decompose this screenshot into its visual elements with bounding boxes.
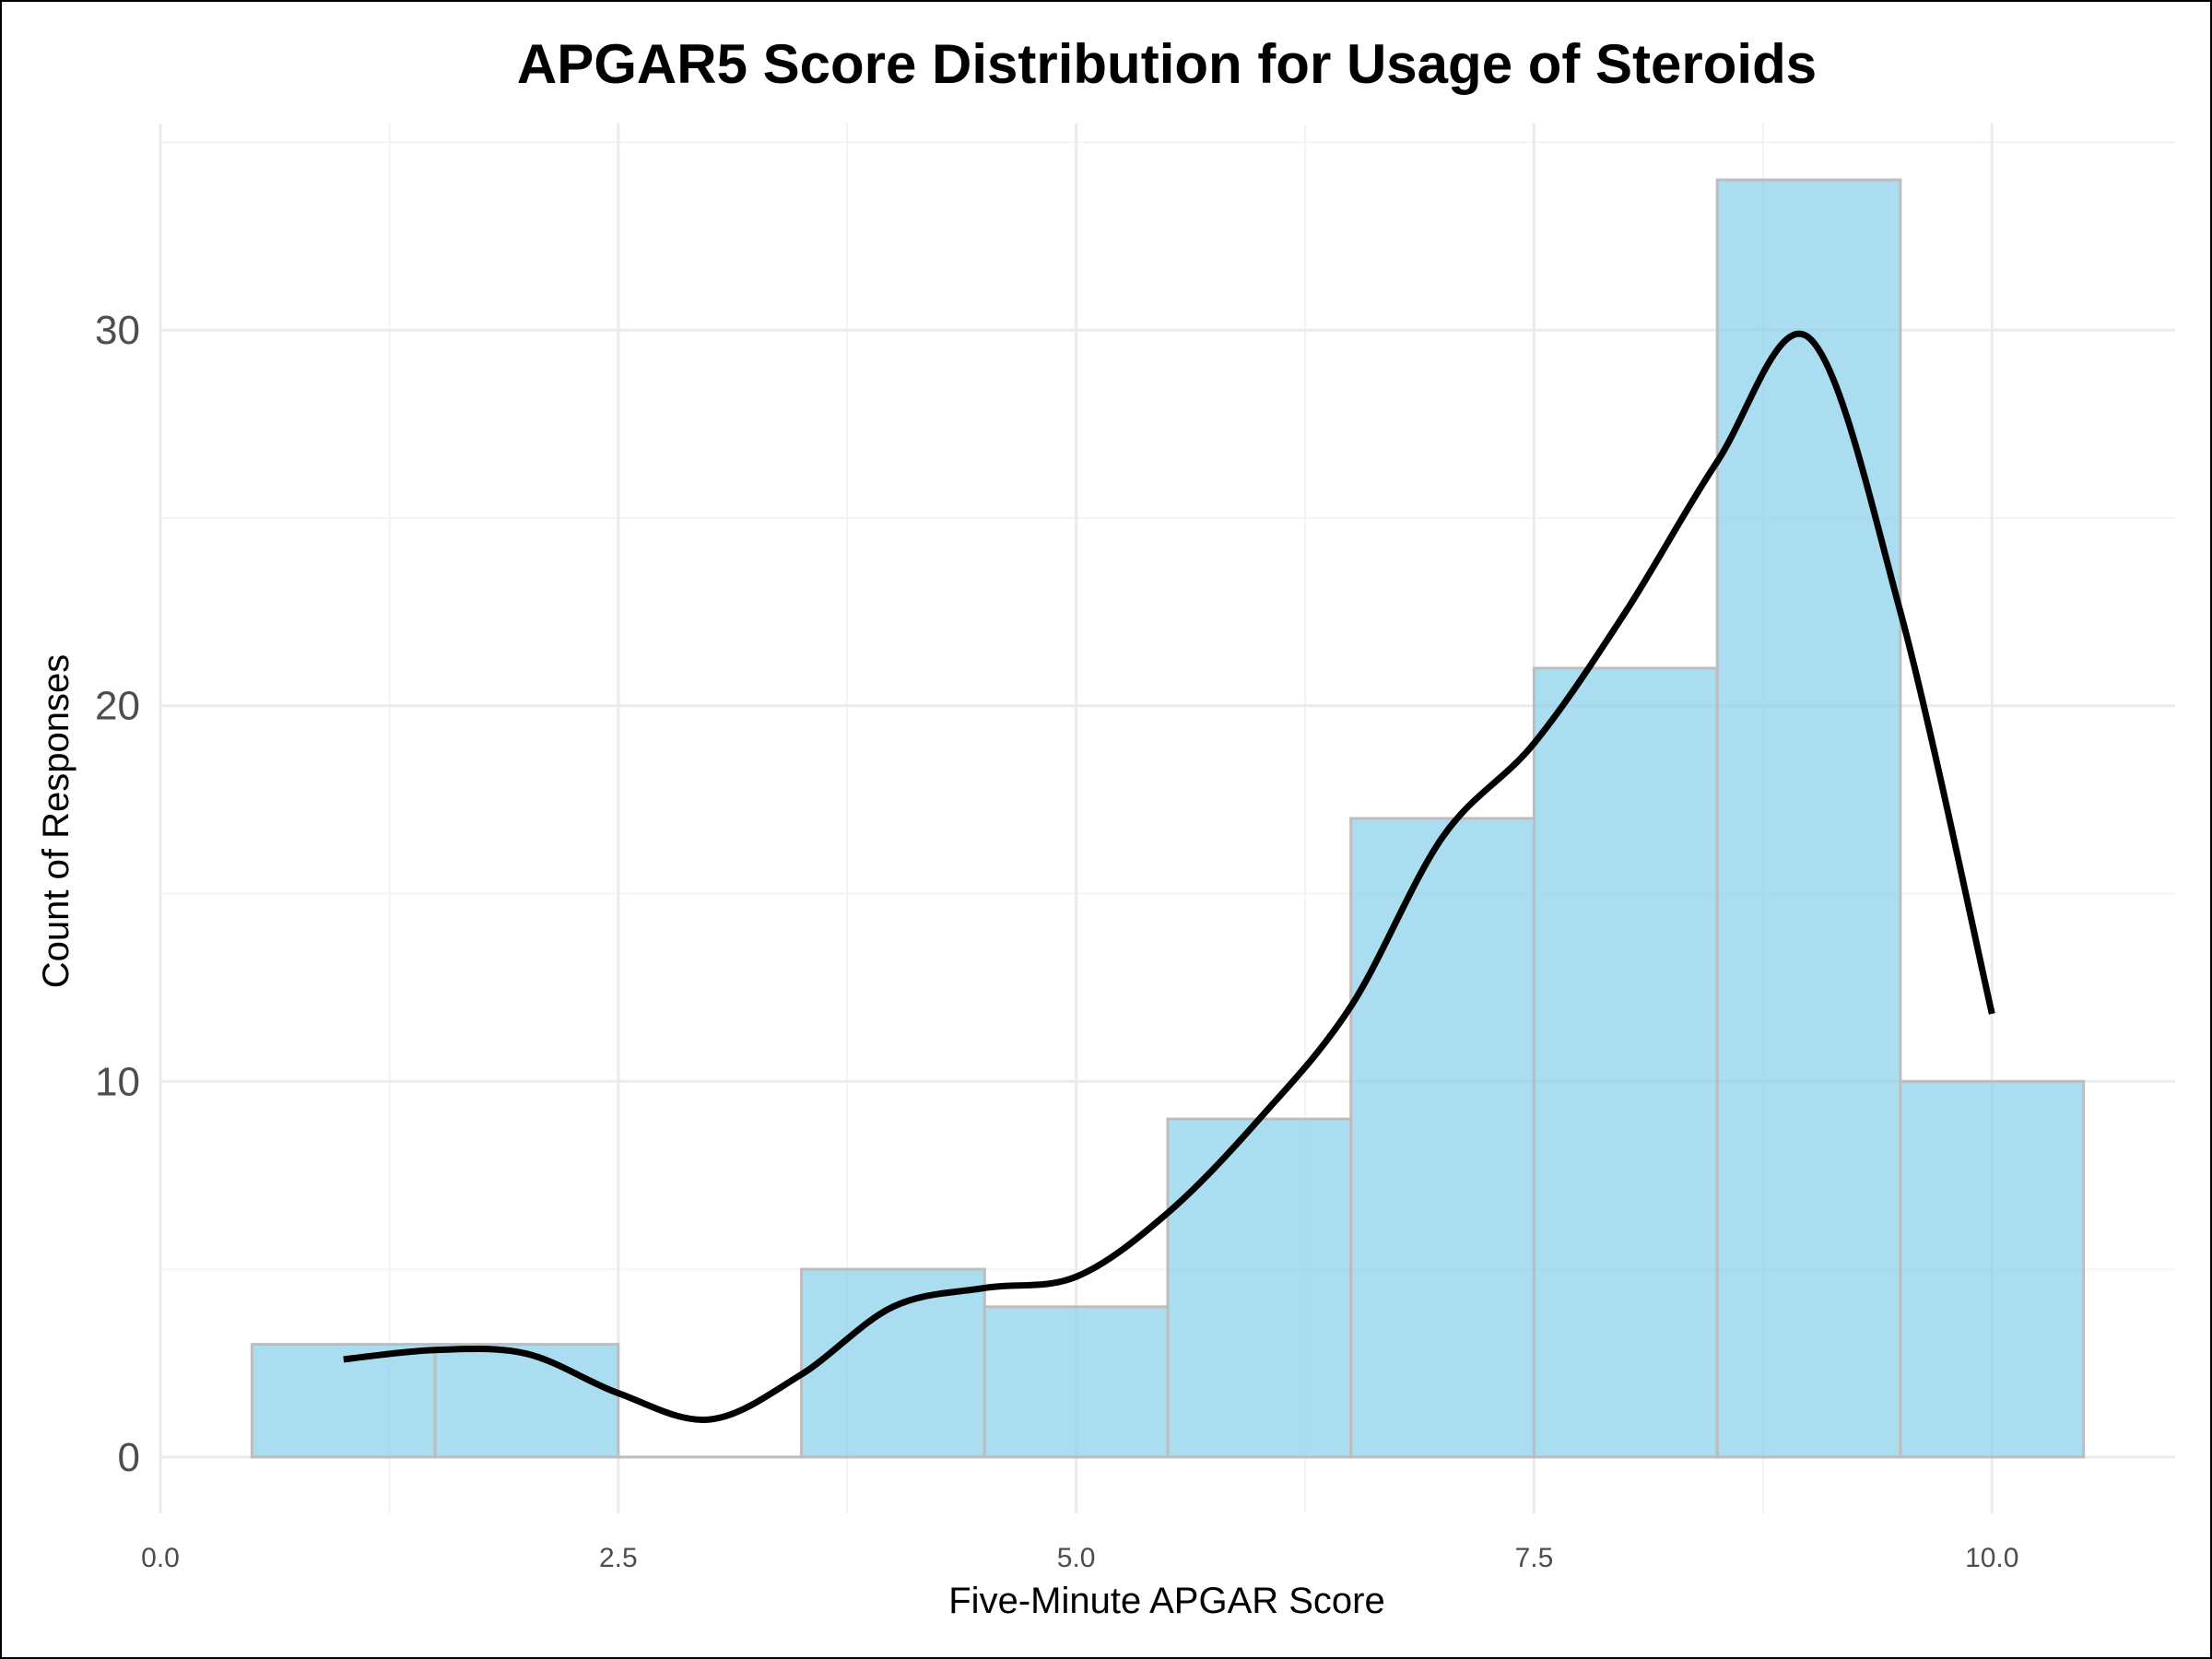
histogram-bar-10 (1899, 1079, 2086, 1459)
bars (250, 178, 2086, 1459)
x-axis-ticks: 0.0 2.5 5.0 7.5 10.0 (141, 1543, 2018, 1573)
histogram-bar-9 (1715, 178, 1902, 1459)
y-tick-label: 20 (95, 684, 140, 729)
histogram-bar-1 (250, 1343, 437, 1459)
x-tick-label: 10.0 (1965, 1543, 2018, 1573)
histogram-bar-5 (982, 1305, 1170, 1459)
x-tick-label: 7.5 (1515, 1543, 1554, 1573)
y-tick-label: 30 (95, 308, 140, 353)
histogram-bar-4 (800, 1267, 986, 1459)
y-axis-title: Count of Responses (36, 654, 76, 988)
histogram-bar-6 (1166, 1117, 1353, 1459)
x-tick-label: 2.5 (599, 1543, 638, 1573)
x-tick-label: 0.0 (141, 1543, 180, 1573)
histogram-bar-7 (1349, 817, 1535, 1459)
density-curve (343, 330, 1995, 1423)
chart-title: APGAR5 Score Distribution for Usage of S… (517, 33, 1817, 95)
y-axis-ticks: 0 10 20 30 (95, 308, 140, 1480)
histogram-bar-8 (1532, 666, 1719, 1459)
y-tick-label: 10 (95, 1059, 140, 1104)
density-curve-layer (343, 330, 1995, 1423)
x-axis-title: Five-Minute APGAR Score (948, 1581, 1385, 1621)
y-tick-label: 0 (118, 1435, 140, 1480)
x-tick-label: 5.0 (1057, 1543, 1096, 1573)
histogram-bar-2 (433, 1343, 620, 1459)
